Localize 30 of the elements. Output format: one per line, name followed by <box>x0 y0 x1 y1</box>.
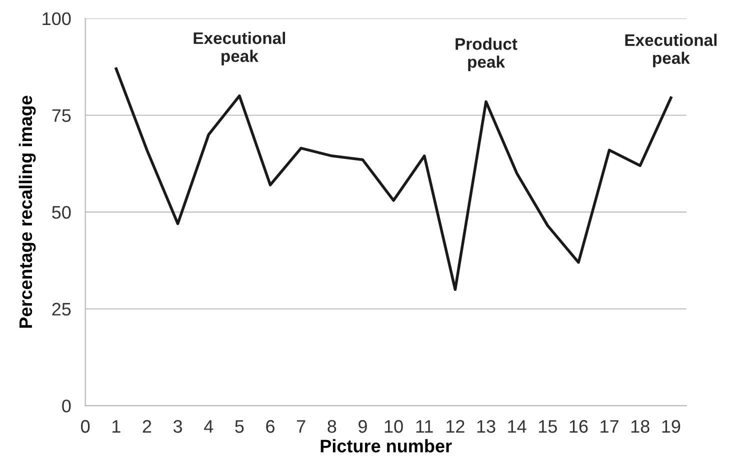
x-tick-label: 2 <box>142 420 152 433</box>
x-tick-label: 11 <box>416 420 433 433</box>
x-tick-label: 6 <box>266 420 274 433</box>
x-tick-label: 10 <box>384 420 403 433</box>
x-tick-label: 0 <box>81 420 90 433</box>
annotation: Executional peak <box>625 34 717 68</box>
x-tick-label: 19 <box>662 420 680 433</box>
x-tick-label: 4 <box>204 420 214 433</box>
y-tick-label: 25 <box>52 302 71 316</box>
x-tick-label: 12 <box>446 420 464 433</box>
annotation: Executional peak <box>194 32 286 66</box>
x-axis-title: Picture number <box>320 439 452 452</box>
annotation: Product peak <box>456 38 518 72</box>
y-tick-label: 100 <box>42 12 71 26</box>
x-tick-label: 17 <box>600 420 618 433</box>
y-axis-title: Percentage recalling image <box>18 96 36 328</box>
x-tick-label: 14 <box>508 420 526 433</box>
x-tick-label: 16 <box>570 420 588 433</box>
x-tick-label: 18 <box>631 420 650 433</box>
y-tick-label: 75 <box>52 109 71 122</box>
x-tick-label: 7 <box>296 420 306 433</box>
x-tick-label: 15 <box>538 420 557 433</box>
y-tick-label: 0 <box>62 400 71 412</box>
x-tick-label: 1 <box>112 420 120 433</box>
x-tick-label: 5 <box>235 420 244 433</box>
x-tick-label: 3 <box>173 420 182 433</box>
x-tick-label: 9 <box>358 420 367 433</box>
x-tick-label: 13 <box>477 420 496 433</box>
y-tick-label: 50 <box>52 206 71 219</box>
x-tick-label: 8 <box>328 420 336 433</box>
